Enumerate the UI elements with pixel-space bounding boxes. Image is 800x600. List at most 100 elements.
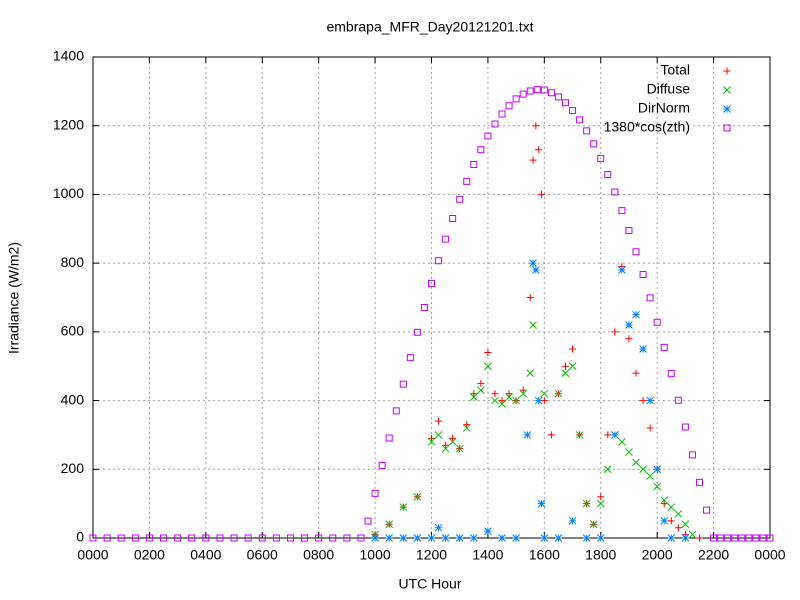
data-point bbox=[632, 369, 640, 377]
data-point bbox=[554, 534, 563, 542]
y-tick-label: 600 bbox=[61, 323, 85, 339]
data-point bbox=[695, 478, 703, 486]
data-point bbox=[646, 294, 654, 302]
data-point bbox=[576, 116, 584, 124]
data-point bbox=[731, 534, 739, 542]
data-point bbox=[667, 369, 675, 377]
data-point bbox=[413, 328, 421, 336]
data-point bbox=[392, 407, 400, 415]
data-point bbox=[752, 534, 760, 542]
data-point bbox=[442, 441, 450, 449]
data-point bbox=[477, 386, 485, 395]
x-tick-label: 2200 bbox=[698, 547, 729, 563]
data-point bbox=[653, 318, 661, 326]
legend-marker bbox=[723, 124, 731, 132]
data-point bbox=[442, 235, 450, 243]
data-point bbox=[449, 214, 457, 222]
legend-label: 1380*cos(zth) bbox=[604, 119, 690, 135]
data-point bbox=[505, 393, 513, 401]
data-point bbox=[535, 146, 543, 154]
data-point bbox=[540, 389, 549, 398]
chart-title: embrapa_MFR_Day20121201.txt bbox=[326, 19, 533, 35]
data-point bbox=[639, 345, 647, 353]
y-tick-label: 1200 bbox=[53, 116, 84, 132]
data-point bbox=[597, 493, 605, 501]
data-point bbox=[498, 397, 506, 405]
data-point bbox=[547, 89, 555, 97]
data-point bbox=[456, 195, 464, 203]
data-point bbox=[625, 335, 633, 343]
data-point bbox=[710, 534, 718, 542]
data-point bbox=[301, 534, 309, 542]
data-point bbox=[343, 534, 351, 542]
data-point bbox=[448, 437, 457, 446]
x-tick-label: 1800 bbox=[585, 547, 616, 563]
data-point bbox=[604, 171, 612, 179]
data-point bbox=[498, 400, 506, 408]
data-point bbox=[561, 99, 569, 107]
data-point bbox=[385, 434, 393, 442]
x-tick-label: 0000 bbox=[754, 547, 785, 563]
legend-marker bbox=[723, 105, 731, 113]
data-point bbox=[526, 369, 535, 377]
y-tick-label: 200 bbox=[61, 460, 85, 476]
data-point bbox=[505, 102, 513, 110]
data-point bbox=[428, 279, 435, 287]
data-point bbox=[646, 472, 654, 481]
data-point bbox=[660, 516, 669, 525]
data-point bbox=[512, 534, 520, 542]
data-point bbox=[371, 489, 379, 497]
data-point bbox=[625, 227, 633, 235]
data-point bbox=[484, 348, 492, 356]
data-point bbox=[695, 534, 703, 542]
data-point bbox=[455, 444, 464, 453]
data-point bbox=[399, 380, 407, 388]
data-point bbox=[427, 534, 436, 542]
data-point bbox=[561, 362, 569, 370]
data-point bbox=[469, 534, 478, 542]
data-point bbox=[575, 431, 584, 439]
x-tick-label: 0200 bbox=[134, 547, 165, 563]
data-point bbox=[529, 321, 537, 329]
data-point bbox=[526, 87, 534, 95]
data-point bbox=[103, 534, 111, 542]
data-point bbox=[639, 270, 647, 278]
data-point bbox=[540, 534, 549, 542]
data-point bbox=[724, 534, 732, 542]
data-point bbox=[413, 534, 422, 542]
data-point bbox=[477, 379, 485, 387]
data-point bbox=[477, 146, 485, 154]
data-point bbox=[529, 156, 537, 164]
data-point bbox=[582, 534, 591, 542]
y-tick-label: 0 bbox=[76, 529, 84, 545]
data-point bbox=[537, 499, 546, 508]
data-point bbox=[420, 303, 428, 311]
data-point bbox=[385, 520, 394, 529]
legend-label: DirNorm bbox=[638, 100, 690, 116]
data-point bbox=[618, 266, 626, 274]
data-point bbox=[674, 524, 682, 532]
data-point bbox=[463, 177, 471, 185]
data-point bbox=[230, 534, 238, 542]
data-point bbox=[463, 421, 471, 429]
data-point bbox=[582, 499, 591, 508]
data-point bbox=[491, 396, 499, 405]
data-point bbox=[364, 517, 372, 525]
data-point bbox=[688, 530, 697, 539]
data-point bbox=[406, 354, 414, 362]
data-point bbox=[427, 437, 436, 446]
data-point bbox=[498, 534, 506, 542]
data-point bbox=[554, 93, 562, 101]
data-point bbox=[470, 390, 478, 398]
data-point bbox=[653, 465, 662, 474]
data-point bbox=[674, 510, 683, 518]
data-point bbox=[590, 140, 598, 148]
data-point bbox=[611, 188, 619, 196]
y-axis-label: Irradiance (W/m2) bbox=[6, 242, 22, 354]
data-point bbox=[639, 465, 647, 474]
data-point bbox=[131, 534, 139, 542]
data-point bbox=[244, 534, 252, 542]
data-point bbox=[681, 423, 689, 431]
data-point bbox=[329, 534, 337, 542]
data-point bbox=[533, 86, 541, 94]
